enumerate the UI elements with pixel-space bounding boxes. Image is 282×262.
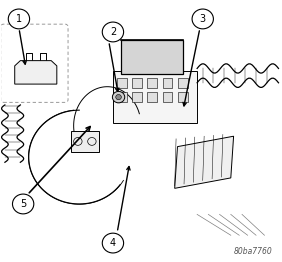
Circle shape xyxy=(8,9,30,29)
Bar xyxy=(117,78,127,88)
Bar xyxy=(132,78,142,88)
FancyBboxPatch shape xyxy=(71,131,99,152)
Bar xyxy=(163,92,172,102)
Circle shape xyxy=(102,233,124,253)
Circle shape xyxy=(116,95,121,100)
Bar xyxy=(178,92,188,102)
Bar xyxy=(132,92,142,102)
Bar xyxy=(178,78,188,88)
Bar xyxy=(147,92,157,102)
Circle shape xyxy=(12,194,34,214)
Polygon shape xyxy=(175,136,233,188)
Bar xyxy=(117,92,127,102)
Text: 4: 4 xyxy=(110,238,116,248)
Bar xyxy=(163,78,172,88)
Circle shape xyxy=(192,9,213,29)
FancyBboxPatch shape xyxy=(113,71,197,123)
Text: 1: 1 xyxy=(16,14,22,24)
Text: 80ba7760: 80ba7760 xyxy=(234,247,273,256)
Circle shape xyxy=(113,91,125,103)
Circle shape xyxy=(102,22,124,42)
Bar xyxy=(147,78,157,88)
FancyBboxPatch shape xyxy=(121,40,183,74)
Text: 3: 3 xyxy=(200,14,206,24)
Text: 5: 5 xyxy=(20,199,26,209)
Polygon shape xyxy=(15,61,57,84)
Text: 2: 2 xyxy=(110,27,116,37)
